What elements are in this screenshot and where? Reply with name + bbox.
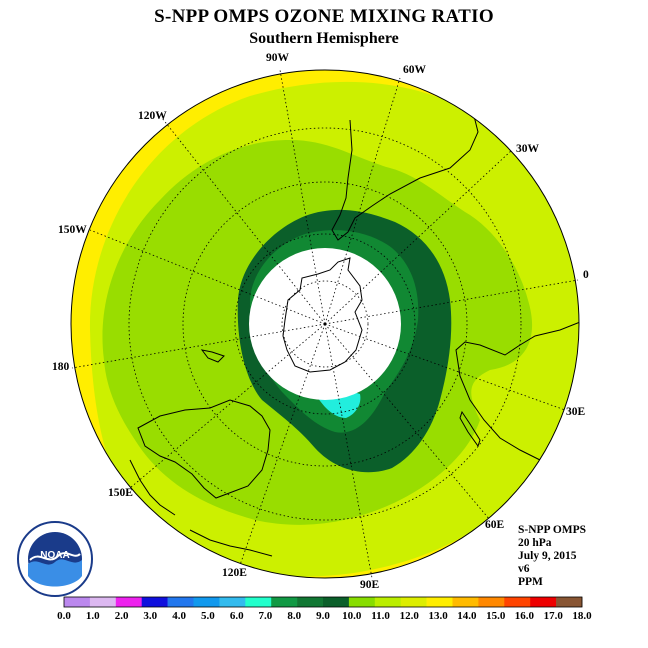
colorbar-tick-label: 4.0 <box>172 610 186 622</box>
lon-label-180: 180 <box>52 361 70 373</box>
colorbar-swatch <box>556 597 583 607</box>
colorbar-swatch <box>374 597 401 607</box>
info-satellite: S-NPP OMPS <box>518 524 587 536</box>
colorbar-tick-label: 5.0 <box>201 610 215 622</box>
colorbar-swatch <box>64 597 91 607</box>
colorbar-tick-label: 9.0 <box>316 610 330 622</box>
colorbar-tick-label: 18.0 <box>572 610 592 622</box>
lon-label-120e: 120E <box>222 567 247 579</box>
south-pole-marker <box>323 322 327 326</box>
colorbar-tick-label: 12.0 <box>399 610 419 622</box>
latitude-lines <box>128 127 522 521</box>
map-border <box>70 69 580 579</box>
colorbar-swatch <box>245 597 272 607</box>
lon-label-60e: 60E <box>485 519 505 531</box>
colorbar-swatch <box>400 597 427 607</box>
logo-text: NOAA <box>40 550 69 561</box>
colorbar-tick-label: 7.0 <box>258 610 273 622</box>
colorbar-swatch <box>348 597 376 607</box>
lon-label-30w: 30W <box>516 143 540 155</box>
colorbar-swatch <box>271 597 298 607</box>
info-date: July 9, 2015 <box>518 550 577 562</box>
colorbar-tick-label: 1.0 <box>85 610 100 622</box>
colorbar-swatch <box>193 597 220 607</box>
colorbar-tick-label: 3.0 <box>143 610 158 622</box>
colorbar-swatch <box>89 597 117 607</box>
colorbar-tick-label: 13.0 <box>428 610 448 622</box>
colorbar-swatch <box>478 597 505 607</box>
chart-subtitle: Southern Hemisphere <box>249 30 399 47</box>
colorbar-tick-label: 14.0 <box>457 610 477 622</box>
info-level: 20 hPa <box>518 537 552 549</box>
colorbar-tick-label: 16.0 <box>514 610 535 622</box>
colorbar-swatch <box>297 597 324 607</box>
colorbar-swatch <box>167 597 194 607</box>
colorbar-tick-label: 11.0 <box>371 610 390 622</box>
colorbar-swatch <box>504 597 531 607</box>
colorbar-swatch <box>115 597 142 607</box>
lon-label-90e: 90E <box>360 579 380 591</box>
chart-title: S-NPP OMPS OZONE MIXING RATIO <box>154 6 494 27</box>
colorbar-swatch <box>426 597 453 607</box>
colorbar-swatch <box>141 597 168 607</box>
noaa-logo: NOAA <box>17 521 93 597</box>
colorbar-tick-label: 8.0 <box>287 610 302 622</box>
colorbar-tick-label: 15.0 <box>486 610 506 622</box>
lon-label-90w: 90W <box>266 52 290 64</box>
lon-label-60w: 60W <box>403 64 427 76</box>
colorbar-border <box>63 596 583 608</box>
lon-label-30e: 30E <box>566 406 586 418</box>
meridian-lines <box>71 69 579 579</box>
info-units: PPM <box>518 576 543 588</box>
info-version: v6 <box>518 563 530 575</box>
colorbar <box>63 596 583 608</box>
colorbar-tick-label: 17.0 <box>543 610 563 622</box>
colorbar-swatch <box>323 597 350 607</box>
lon-label-150e: 150E <box>108 487 133 499</box>
lon-label-120w: 120W <box>138 110 167 122</box>
lon-label-0: 0 <box>583 269 589 281</box>
colorbar-swatch <box>452 597 479 607</box>
colorbar-tick-label: 0.0 <box>57 610 71 622</box>
lon-label-150w: 150W <box>58 224 87 236</box>
colorbar-swatch <box>530 597 557 607</box>
colorbar-tick-label: 2.0 <box>114 610 129 622</box>
colorbar-swatch <box>219 597 246 607</box>
coastlines <box>129 115 579 557</box>
colorbar-tick-label: 6.0 <box>229 610 244 622</box>
colorbar-tick-label: 10.0 <box>342 610 362 622</box>
